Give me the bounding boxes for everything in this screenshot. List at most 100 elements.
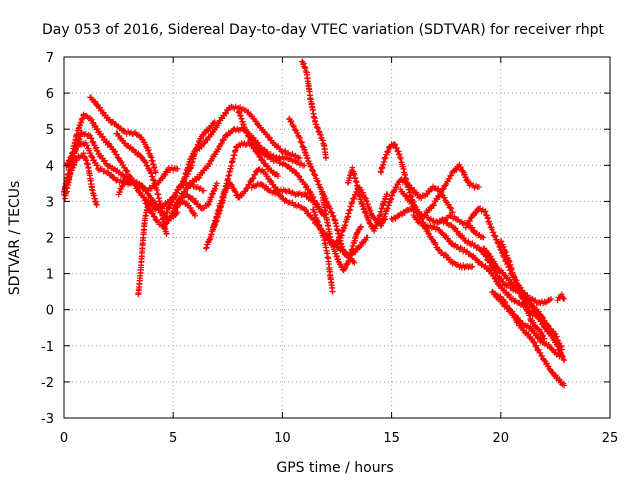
y-tick-label: -2	[41, 376, 54, 391]
series-arc-29	[410, 212, 541, 320]
data-point	[123, 167, 130, 174]
data-point	[263, 183, 270, 190]
data-point	[159, 216, 166, 223]
data-point	[67, 170, 74, 177]
data-point	[502, 281, 509, 288]
data-point	[457, 244, 464, 251]
data-point	[106, 116, 113, 123]
data-point	[151, 200, 158, 207]
data-point	[143, 200, 150, 207]
y-tick-label: -3	[41, 412, 54, 427]
data-point	[561, 357, 568, 364]
y-tick-label: 0	[46, 304, 54, 319]
data-point	[481, 208, 488, 215]
data-point	[561, 382, 568, 389]
data-point	[116, 189, 123, 196]
data-point	[296, 155, 303, 162]
data-point	[350, 195, 357, 202]
data-point	[175, 197, 182, 204]
data-point	[80, 140, 87, 147]
data-point	[243, 129, 250, 136]
data-point	[164, 169, 171, 176]
data-point	[193, 145, 200, 152]
data-point	[267, 177, 274, 184]
y-tick-label: 4	[46, 159, 54, 174]
data-point	[186, 166, 193, 173]
data-point	[290, 123, 297, 130]
data-point	[195, 138, 202, 145]
data-point	[133, 131, 140, 138]
data-point	[242, 126, 249, 133]
data-point	[288, 118, 295, 125]
series-arc-8	[135, 198, 159, 298]
data-point	[112, 148, 119, 155]
data-point	[442, 182, 449, 189]
data-point	[167, 215, 174, 222]
data-point	[361, 194, 368, 201]
y-tick-label: 5	[46, 123, 54, 138]
data-point	[393, 213, 400, 220]
data-point	[530, 339, 537, 346]
data-point	[258, 156, 265, 163]
data-point	[213, 180, 220, 187]
data-point	[161, 224, 168, 231]
data-point	[545, 322, 552, 329]
data-point	[138, 154, 145, 161]
data-point	[189, 195, 196, 202]
data-point	[462, 237, 469, 244]
data-point	[539, 332, 546, 339]
data-point	[435, 246, 442, 253]
data-point	[436, 192, 443, 199]
data-point	[494, 239, 501, 246]
series-arc-16	[235, 108, 327, 219]
data-point	[553, 333, 560, 340]
data-point	[324, 236, 331, 243]
data-point	[70, 162, 77, 169]
data-series	[61, 58, 568, 389]
data-point	[195, 141, 202, 148]
data-point	[93, 202, 100, 209]
data-point	[69, 152, 76, 159]
data-point	[452, 215, 459, 222]
series-arc-32	[480, 245, 565, 353]
data-point	[558, 346, 565, 353]
data-point	[332, 239, 339, 246]
data-point	[84, 142, 91, 149]
axis-ticks: 0 5 10 15 20 25 -3 -2 -1 0 1 2 3 4 5 6 7	[41, 51, 618, 446]
data-point	[130, 179, 137, 186]
y-tick-label: -1	[41, 340, 54, 355]
series-arc-18	[299, 58, 330, 162]
x-tick-label: 15	[383, 431, 400, 446]
data-point	[223, 110, 230, 117]
data-point	[473, 209, 480, 216]
data-point	[546, 297, 553, 304]
data-point	[237, 104, 244, 111]
data-point	[303, 183, 310, 190]
data-point	[294, 129, 301, 136]
data-point	[172, 193, 179, 200]
data-point	[246, 133, 253, 140]
data-point	[349, 198, 356, 205]
data-point	[298, 139, 305, 146]
series-arc-14	[170, 180, 220, 212]
data-point	[154, 217, 161, 224]
data-point	[545, 363, 552, 370]
data-point	[105, 140, 112, 147]
data-point	[468, 214, 475, 221]
data-point	[152, 202, 159, 209]
data-point	[171, 202, 178, 209]
data-point	[456, 263, 463, 270]
data-point	[256, 146, 263, 153]
data-point	[464, 248, 471, 255]
data-point	[490, 229, 497, 236]
data-point	[329, 288, 336, 295]
data-point	[431, 223, 438, 230]
data-point	[428, 186, 435, 193]
x-axis-label: GPS time / hours	[276, 460, 393, 476]
data-point	[315, 203, 322, 210]
data-point	[64, 160, 71, 167]
data-point	[393, 184, 400, 191]
data-point	[204, 136, 211, 143]
y-tick-label: 7	[46, 51, 54, 66]
